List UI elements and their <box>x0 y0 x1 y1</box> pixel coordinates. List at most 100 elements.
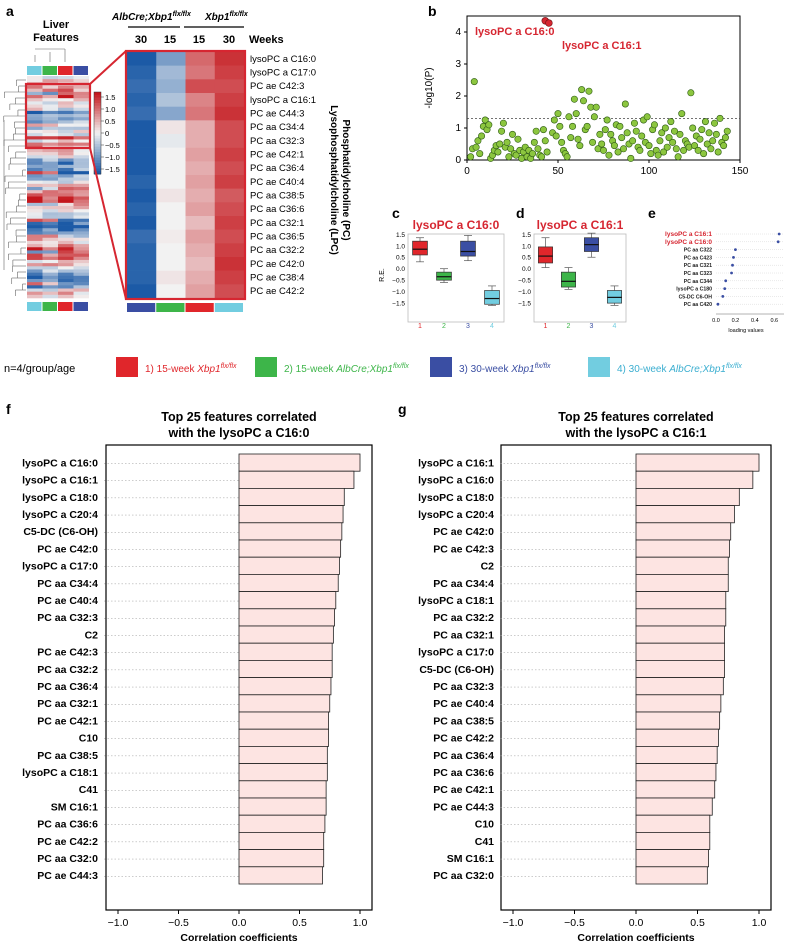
scatter-point <box>674 153 682 161</box>
scatter-point <box>590 113 598 121</box>
bar-category-label: PC aa C36:4 <box>37 681 98 693</box>
scale-swatch <box>94 119 101 123</box>
bar <box>238 591 337 610</box>
category-label: 3 <box>590 323 594 330</box>
heat-cell <box>58 104 74 109</box>
legend-num: 3) 30-week <box>459 364 511 375</box>
heat-cell <box>42 275 58 280</box>
heat-cell <box>73 171 89 175</box>
scatter-point <box>572 110 580 118</box>
heat-cell <box>58 294 74 299</box>
bar-category-label: PC ae C42:2 <box>37 836 98 848</box>
zoom-heat-cell <box>156 216 186 230</box>
heat-cell <box>27 123 43 128</box>
scale-swatch <box>94 102 101 107</box>
bar-category-label: PC aa C32:0 <box>433 870 494 882</box>
heat-cell <box>42 259 58 264</box>
heatmap-row-label: PC ae C38:4 <box>250 273 304 284</box>
dot-point <box>734 248 737 252</box>
bar-category-label: C5-DC (C6-OH) <box>23 526 98 538</box>
heatmap-row-label: PC aa C36:4 <box>250 163 304 174</box>
scale-swatch <box>94 152 101 156</box>
heat-cell <box>58 114 74 118</box>
y-tick-label: 3 <box>455 59 461 70</box>
bar-category-label: lysoPC a C17:0 <box>418 647 494 659</box>
heat-cell <box>73 85 89 89</box>
heat-cell <box>58 202 74 207</box>
heat-cell <box>58 190 74 194</box>
zoom-heat-cell <box>185 134 216 148</box>
heat-cell <box>73 142 89 147</box>
heat-cell <box>27 155 43 159</box>
heat-cell <box>42 196 58 200</box>
scatter-point <box>618 134 626 142</box>
zoom-heat-cell <box>185 161 216 176</box>
heat-cell <box>58 266 74 270</box>
heat-cell <box>73 275 89 280</box>
legend-genotype-sup: flx/flx <box>393 363 409 370</box>
bar <box>635 677 724 696</box>
scatter-point <box>627 154 635 162</box>
x-tick-label: 0.4 <box>751 318 759 324</box>
heat-cell <box>27 209 43 213</box>
heat-cell <box>42 79 58 83</box>
scale-swatch <box>94 130 101 134</box>
zoom-heat-cell <box>185 188 216 203</box>
bar-category-label: PC ae C44:3 <box>433 801 494 813</box>
scatter-point <box>616 122 624 130</box>
heat-cell <box>27 291 43 296</box>
zoom-heat-cell <box>156 188 186 203</box>
boxplot-title: lysoPC a C16:1 <box>537 218 624 232</box>
y-tick-label: −1.5 <box>518 301 531 308</box>
heat-cell <box>42 266 58 270</box>
scatter-point <box>709 137 717 145</box>
heat-cell <box>42 123 58 128</box>
scatter-point <box>712 130 720 138</box>
heat-cell <box>42 237 58 242</box>
bar-category-label: PC ae C44:3 <box>37 870 98 882</box>
bar-category-label: lysoPC a C20:4 <box>22 509 98 521</box>
heat-cell <box>73 218 89 223</box>
zoom-heat-cell <box>156 52 186 66</box>
zoom-heat-cell <box>214 52 245 66</box>
bar-category-label: lysoPC a C18:1 <box>418 595 494 607</box>
heat-cell <box>27 139 43 143</box>
heat-cell <box>58 244 74 248</box>
heat-cell <box>42 228 58 232</box>
scatter-point <box>614 148 622 156</box>
heat-cell <box>27 206 43 210</box>
scatter-point <box>539 126 547 134</box>
scatter-point <box>723 127 731 135</box>
legend-label: 3) 30-week Xbp1flx/flx <box>459 363 551 375</box>
x-tick-label: 50 <box>552 166 564 177</box>
scatter-point <box>538 153 546 161</box>
bar <box>635 832 711 851</box>
bar <box>635 574 729 593</box>
heat-cell <box>73 95 89 99</box>
bar <box>635 849 709 868</box>
heat-cell <box>58 167 74 172</box>
scatter-point <box>512 151 520 159</box>
scale-swatch <box>94 113 101 118</box>
scatter-point <box>630 119 638 127</box>
heat-cell <box>58 183 74 188</box>
scale-swatch <box>94 108 101 112</box>
heat-cell <box>73 126 89 131</box>
heat-cell <box>58 247 74 251</box>
heat-cell <box>73 234 89 239</box>
heat-cell <box>27 193 43 197</box>
bar <box>635 505 735 524</box>
bar-category-label: PC aa C32:1 <box>37 698 98 710</box>
bar-category-label: PC aa C34:4 <box>433 578 494 590</box>
bar-title-line-1: Top 25 features correlated <box>558 410 713 424</box>
bar <box>635 453 760 472</box>
heatmap-color-scale: 1.5 1.0 0.5 0 −0.5 −1.0 −1.5 <box>93 91 120 175</box>
heat-cell <box>42 244 58 248</box>
heat-cell <box>58 237 74 242</box>
box-body <box>538 246 553 264</box>
heat-cell <box>42 285 58 289</box>
heat-cell <box>27 177 43 181</box>
heatmap-row-label: PC aa C32:3 <box>250 136 304 147</box>
heat-cell <box>27 101 43 105</box>
